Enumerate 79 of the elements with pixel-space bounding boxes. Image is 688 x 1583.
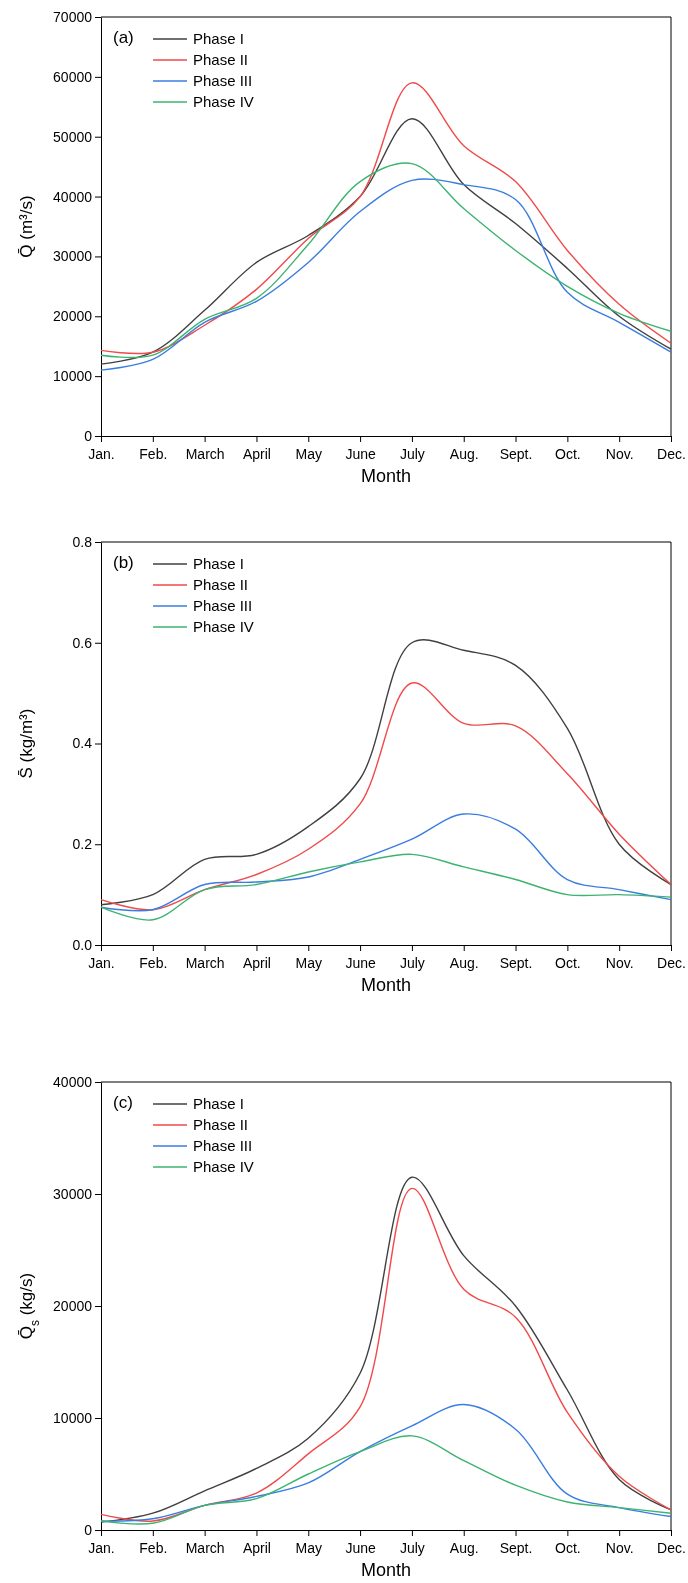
x-tick-label: July: [399, 955, 425, 971]
y-tick-label: 50000: [53, 128, 93, 145]
x-tick-label: Dec.: [657, 1540, 686, 1556]
x-tick-label: May: [295, 955, 322, 971]
y-tick-label: 60000: [53, 68, 93, 85]
y-tick-label: 40000: [53, 188, 93, 205]
y-tick-label: 0.8: [72, 533, 93, 550]
x-tick-label: Jan.: [88, 446, 115, 462]
legend-label: Phase III: [193, 72, 253, 89]
x-axis-title: Month: [360, 975, 412, 995]
y-tick-label: 10000: [53, 1409, 93, 1426]
y-tick-label: 0: [84, 1521, 93, 1538]
y-tick-label: 70000: [53, 8, 93, 25]
legend-label: Phase IV: [193, 93, 254, 110]
x-tick-label: March: [185, 1540, 225, 1556]
y-tick-label: 30000: [53, 1185, 93, 1202]
x-tick-label: Oct.: [555, 446, 581, 462]
x-tick-label: Jan.: [88, 955, 115, 971]
x-tick-label: April: [242, 1540, 271, 1556]
x-tick-label: Jan.: [88, 1540, 115, 1556]
x-tick-label: Feb.: [139, 955, 168, 971]
x-tick-label: Dec.: [657, 955, 686, 971]
x-tick-label: Feb.: [139, 446, 168, 462]
x-tick-label: Dec.: [657, 446, 686, 462]
y-tick-label: 0: [84, 427, 93, 444]
legend-label: Phase III: [193, 597, 253, 614]
x-tick-label: June: [345, 1540, 376, 1556]
x-tick-label: April: [242, 955, 271, 971]
x-tick-label: Sept.: [499, 446, 533, 462]
line-series: [100, 118, 672, 365]
x-tick-label: Nov.: [605, 446, 634, 462]
legend-label: Phase II: [193, 1116, 249, 1133]
line-series: [100, 1435, 672, 1525]
x-tick-label: Nov.: [605, 1540, 634, 1556]
y-tick-label: 0.4: [72, 735, 93, 752]
x-tick-label: Oct.: [555, 955, 581, 971]
x-tick-label: Nov.: [605, 955, 634, 971]
y-tick-label: 20000: [53, 1297, 93, 1314]
line-series: [100, 1403, 672, 1522]
y-tick-label: 0.6: [72, 634, 93, 651]
legend-label: Phase II: [193, 576, 249, 593]
y-tick-label: 30000: [53, 248, 93, 265]
x-tick-label: June: [345, 446, 376, 462]
annotation: (b): [113, 553, 134, 572]
x-tick-label: Aug.: [449, 446, 479, 462]
y-tick-label: 40000: [53, 1073, 93, 1090]
x-tick-label: July: [399, 1540, 425, 1556]
x-tick-label: Aug.: [449, 1540, 479, 1556]
x-tick-label: Sept.: [499, 955, 533, 971]
x-tick-label: July: [399, 446, 425, 462]
y-axis-title: S̄ (kg/m³): [17, 708, 36, 779]
x-tick-label: Feb.: [139, 1540, 168, 1556]
y-tick-label: 10000: [53, 368, 93, 385]
x-tick-label: April: [242, 446, 271, 462]
line-series: [100, 682, 672, 911]
y-tick-label: 20000: [53, 308, 93, 325]
y-tick-label: 0.2: [72, 836, 93, 853]
x-tick-label: Aug.: [449, 955, 479, 971]
annotation: (c): [113, 1093, 133, 1112]
x-tick-label: Sept.: [499, 1540, 533, 1556]
x-tick-label: June: [345, 955, 376, 971]
x-tick-label: March: [185, 446, 225, 462]
line-series: [100, 853, 672, 921]
x-tick-label: May: [295, 1540, 322, 1556]
legend-label: Phase IV: [193, 1158, 254, 1175]
annotation: (a): [113, 28, 134, 47]
legend-label: Phase I: [193, 555, 244, 572]
legend-label: Phase III: [193, 1137, 253, 1154]
x-axis-title: Month: [360, 1560, 412, 1580]
legend-label: Phase I: [193, 30, 244, 47]
x-tick-label: May: [295, 446, 322, 462]
x-axis-title: Month: [360, 466, 412, 486]
x-tick-label: March: [185, 955, 225, 971]
y-tick-label: 0.0: [72, 936, 93, 953]
x-tick-label: Oct.: [555, 1540, 581, 1556]
legend-label: Phase II: [193, 51, 249, 68]
y-axis-title: Q̄ (m³/s): [17, 195, 36, 258]
legend-label: Phase I: [193, 1095, 244, 1112]
legend-label: Phase IV: [193, 618, 254, 635]
